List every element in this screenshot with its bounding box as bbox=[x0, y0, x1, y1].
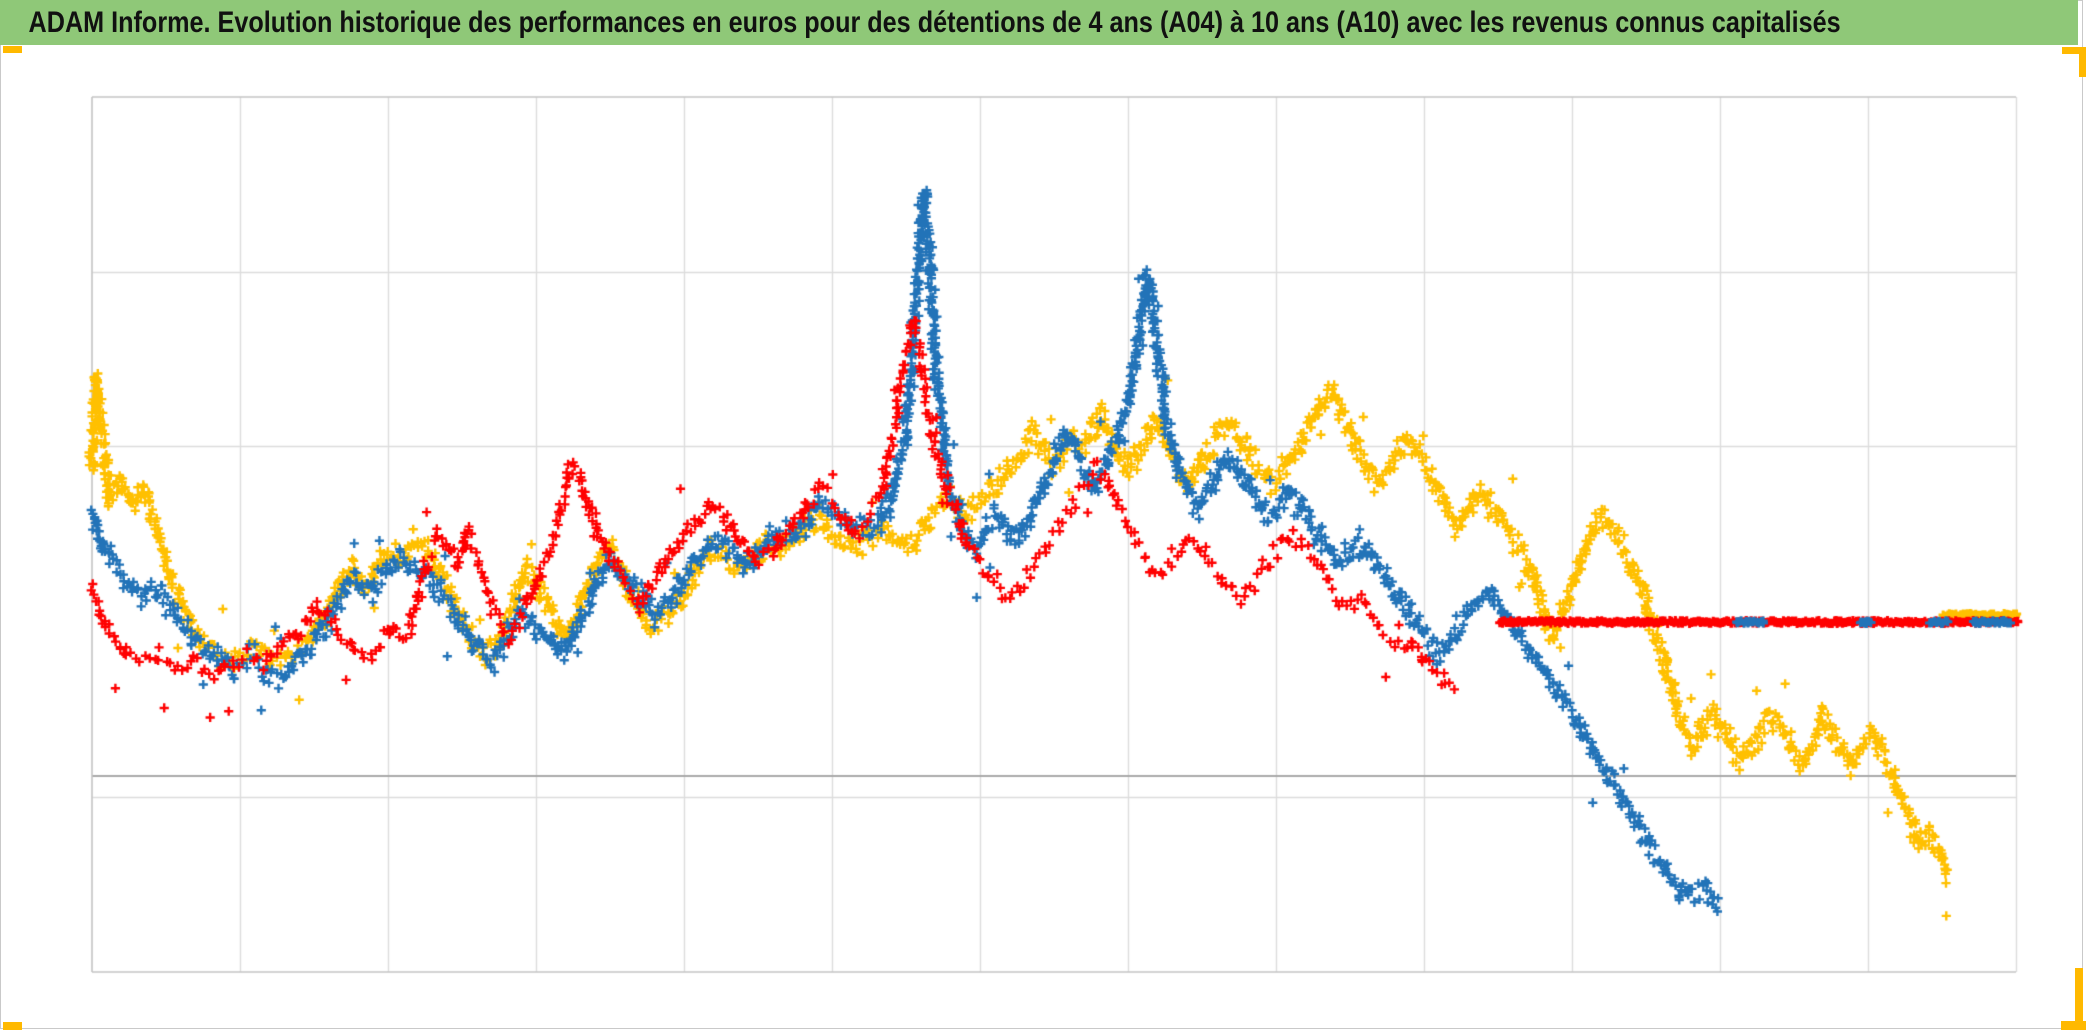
selection-handle-bottom-left bbox=[3, 1022, 22, 1030]
selection-handle-top-right-horizontal bbox=[2062, 47, 2086, 54]
selection-handle-bottom-right-vertical bbox=[2075, 968, 2083, 1030]
selection-handle-top-right-vertical bbox=[2079, 47, 2086, 77]
selection-handle-top-left bbox=[3, 46, 22, 53]
selection-handle-bottom-right-horizontal bbox=[2061, 1021, 2086, 1030]
